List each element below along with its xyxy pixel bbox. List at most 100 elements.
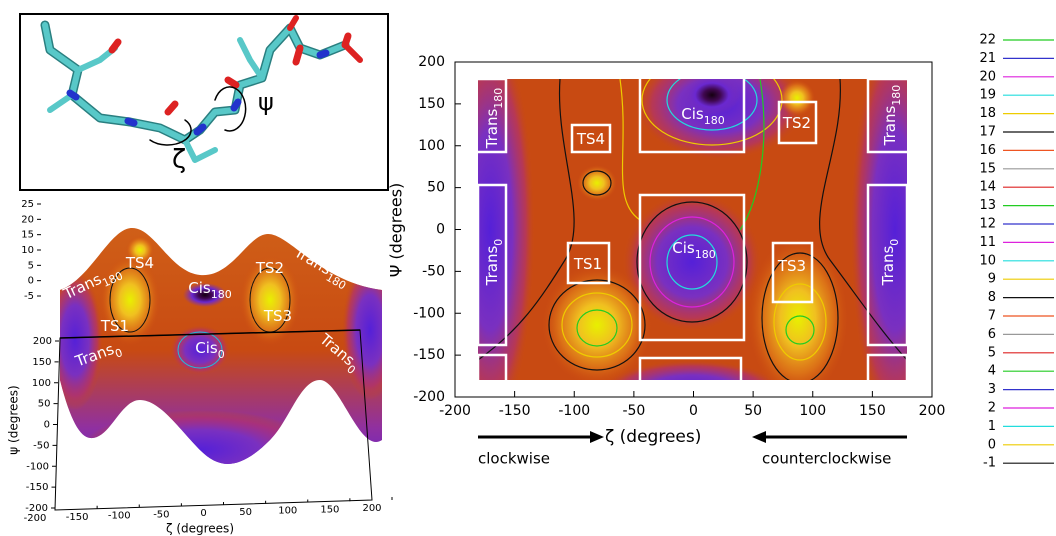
legend-label: 15 bbox=[979, 161, 996, 176]
y-tick-label: 0 bbox=[436, 222, 445, 238]
y-tick-label: 200 bbox=[418, 54, 445, 70]
psi-label: ψ bbox=[258, 88, 274, 116]
legend-label: 5 bbox=[988, 345, 996, 360]
region-subscript: 0 bbox=[888, 239, 901, 246]
x-tick-label: 50 bbox=[239, 507, 252, 518]
x-tick-label: -50 bbox=[153, 509, 169, 520]
x-tick-label: 200 bbox=[362, 503, 381, 514]
y-tick-label: -50 bbox=[33, 440, 49, 451]
region-label: TS1 bbox=[100, 317, 129, 335]
region-name: TS4 bbox=[125, 254, 154, 272]
x-tick-label: -200 bbox=[439, 403, 471, 419]
region-subscript: 180 bbox=[695, 248, 716, 261]
y-tick-label: -100 bbox=[26, 461, 49, 472]
x-tick-label: -50 bbox=[622, 403, 645, 419]
region-name: Trans bbox=[483, 108, 501, 149]
y-tick-label: -50 bbox=[422, 263, 445, 279]
region-subscript: 180 bbox=[890, 85, 903, 106]
legend-label: -1 bbox=[983, 456, 996, 471]
legend-label: 19 bbox=[979, 88, 996, 103]
x-axis-label: ζ (degrees) bbox=[605, 427, 701, 447]
x-tick-label: -100 bbox=[558, 403, 590, 419]
x-tick-label: -200 bbox=[24, 513, 47, 524]
region-name: Cis bbox=[672, 239, 695, 257]
surface-plot: ψ (degrees) ζ (degrees) -50510152025-200… bbox=[7, 199, 399, 536]
region-subscript: 0 bbox=[218, 348, 225, 361]
legend-label: 9 bbox=[988, 272, 996, 287]
x-tick-label: 150 bbox=[859, 403, 886, 419]
legend-label: 18 bbox=[979, 106, 996, 121]
region-name: TS2 bbox=[255, 259, 284, 277]
region-name: TS1 bbox=[573, 255, 602, 273]
region-name: Trans bbox=[483, 245, 501, 286]
legend-label: 4 bbox=[988, 364, 996, 379]
region-name: Cis bbox=[681, 105, 704, 123]
z-tick-label: 5 bbox=[28, 260, 34, 271]
x-tick-label: 0 bbox=[200, 508, 206, 519]
legend-label: 16 bbox=[979, 143, 996, 158]
x-tick-label: 50 bbox=[744, 403, 762, 419]
y-tick-label: -150 bbox=[413, 347, 445, 363]
region-name: Cis bbox=[188, 279, 211, 297]
z-tick-label: 25 bbox=[21, 199, 34, 210]
y-tick-label: 0 bbox=[44, 420, 50, 431]
z-tick-label: 15 bbox=[21, 230, 34, 241]
figure: ψ ζ ψ (degrees) ζ (degrees) -50510152025… bbox=[0, 0, 1056, 536]
region-subscript: 180 bbox=[704, 114, 725, 127]
region-name: TS3 bbox=[263, 307, 292, 325]
x-axis-label: ζ (degrees) bbox=[166, 522, 234, 536]
y-tick-label: 200 bbox=[33, 336, 52, 347]
y-tick-label: 100 bbox=[418, 138, 445, 154]
legend-label: 21 bbox=[979, 51, 996, 66]
region-label: TS3 bbox=[263, 307, 292, 325]
x-tick-label: -150 bbox=[499, 403, 531, 419]
y-tick-label: -100 bbox=[413, 305, 445, 321]
y-tick-label: -150 bbox=[26, 482, 49, 493]
x-tick-label: 100 bbox=[278, 506, 297, 517]
region-label: TS2 bbox=[782, 114, 811, 132]
z-tick-label: 10 bbox=[21, 245, 34, 256]
region-label: TS1 bbox=[573, 255, 602, 273]
x-tick-label: 150 bbox=[320, 504, 339, 515]
x-tick-label: 100 bbox=[799, 403, 826, 419]
region-name: TS3 bbox=[777, 257, 806, 275]
legend-label: 22 bbox=[979, 33, 996, 48]
x-tick-label: -150 bbox=[66, 512, 89, 523]
z-tick-label: 0 bbox=[28, 276, 34, 287]
legend-label: 10 bbox=[979, 253, 996, 268]
legend-label: 20 bbox=[979, 69, 996, 84]
direction-label: counterclockwise bbox=[762, 450, 891, 468]
legend-label: 11 bbox=[979, 235, 996, 250]
legend-label: 7 bbox=[988, 309, 996, 324]
z-tick-label: -5 bbox=[24, 291, 34, 302]
y-tick-label: -200 bbox=[413, 389, 445, 405]
region-name: TS1 bbox=[100, 317, 129, 335]
contour-plot: Ψ (degrees) ζ (degrees) clockwise counte… bbox=[387, 30, 946, 468]
legend-label: 14 bbox=[979, 180, 996, 195]
legend-label: 12 bbox=[979, 217, 996, 232]
contour-map bbox=[445, 30, 940, 430]
region-label: TS2 bbox=[255, 259, 284, 277]
y-tick-label: 50 bbox=[427, 180, 445, 196]
y-tick-label: 150 bbox=[418, 96, 445, 112]
zeta-label: ζ bbox=[172, 145, 186, 175]
legend-label: 8 bbox=[988, 290, 996, 305]
region-label: TS3 bbox=[777, 257, 806, 275]
y-tick-label: 150 bbox=[32, 357, 51, 368]
region-name: TS2 bbox=[782, 114, 811, 132]
x-tick-label: 200 bbox=[919, 403, 946, 419]
y-tick-label: 100 bbox=[32, 378, 51, 389]
region-name: Trans bbox=[881, 105, 899, 146]
legend-label: 0 bbox=[988, 437, 996, 452]
legend-label: 6 bbox=[988, 327, 996, 342]
region-subscript: 180 bbox=[211, 288, 232, 301]
region-name: TS4 bbox=[576, 130, 605, 148]
y-axis-label: Ψ (degrees) bbox=[387, 183, 406, 278]
legend-label: 17 bbox=[979, 125, 996, 140]
region-name: Trans bbox=[879, 245, 897, 286]
region-subscript: 0 bbox=[492, 239, 505, 246]
legend-label: 1 bbox=[988, 419, 996, 434]
region-subscript: 180 bbox=[492, 88, 505, 109]
x-tick-label: -100 bbox=[108, 511, 131, 522]
